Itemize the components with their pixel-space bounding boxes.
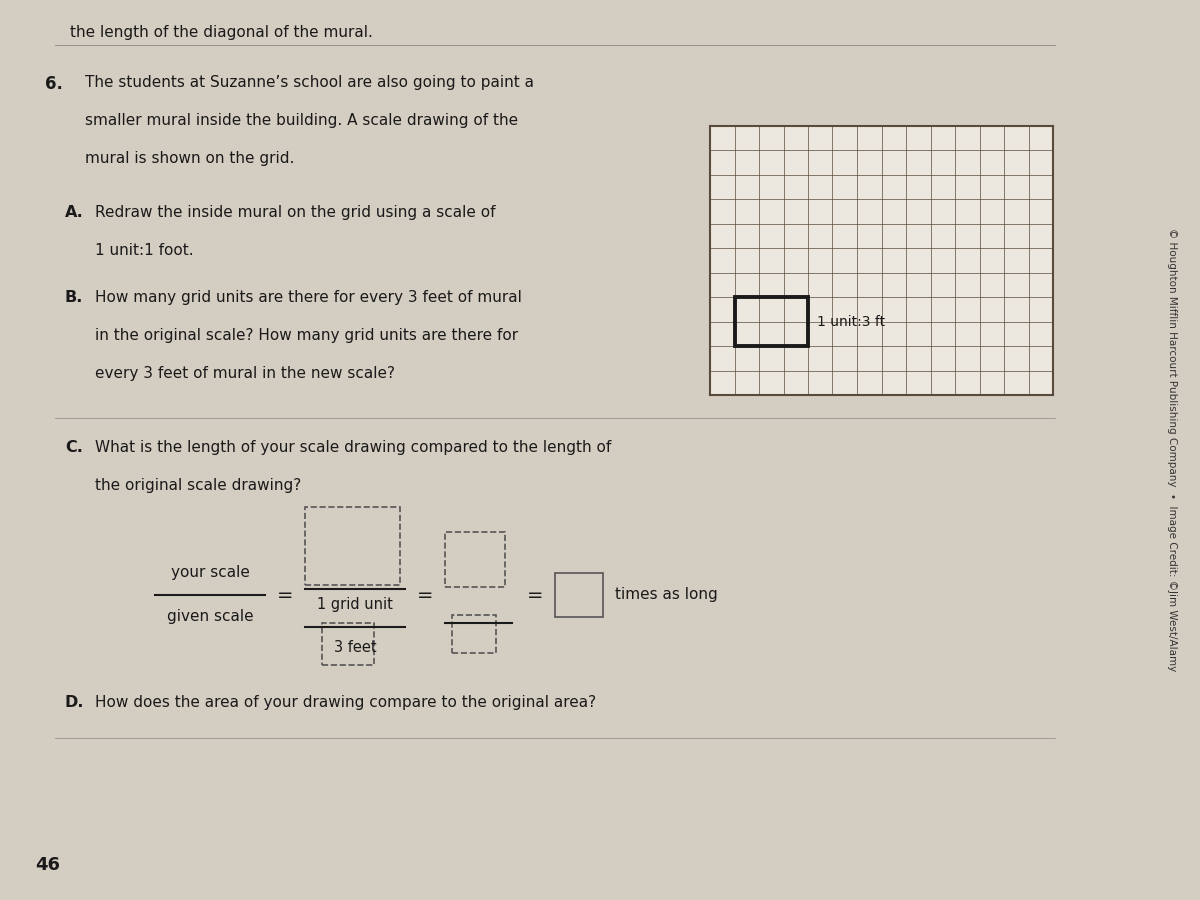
Text: © Houghton Mifflin Harcourt Publishing Company  •  Image Credit: ©Jim West/Alamy: © Houghton Mifflin Harcourt Publishing C…: [1166, 229, 1177, 671]
Text: How many grid units are there for every 3 feet of mural: How many grid units are there for every …: [95, 290, 522, 305]
Text: 1 unit:3 ft: 1 unit:3 ft: [816, 314, 884, 328]
Text: smaller mural inside the building. A scale drawing of the: smaller mural inside the building. A sca…: [85, 113, 518, 128]
Text: 3 feet: 3 feet: [334, 640, 377, 654]
Text: 6.: 6.: [46, 75, 62, 93]
Bar: [305, 507, 400, 585]
Text: =: =: [527, 586, 544, 605]
Text: mural is shown on the grid.: mural is shown on the grid.: [85, 151, 294, 166]
Text: 1 grid unit: 1 grid unit: [317, 598, 392, 613]
Bar: [554, 573, 604, 617]
Text: =: =: [416, 586, 433, 605]
Text: the original scale drawing?: the original scale drawing?: [95, 478, 301, 493]
Text: The students at Suzanne’s school are also going to paint a: The students at Suzanne’s school are als…: [85, 75, 534, 90]
Text: times as long: times as long: [616, 588, 718, 602]
Text: 46: 46: [36, 856, 60, 874]
Text: 1 unit:1 foot.: 1 unit:1 foot.: [95, 243, 193, 258]
Bar: [734, 297, 808, 346]
Text: in the original scale? How many grid units are there for: in the original scale? How many grid uni…: [95, 328, 518, 343]
Text: C.: C.: [65, 440, 83, 455]
Text: What is the length of your scale drawing compared to the length of: What is the length of your scale drawing…: [95, 440, 611, 455]
Text: B.: B.: [65, 290, 83, 305]
Text: A.: A.: [65, 205, 84, 220]
Text: the length of the diagonal of the mural.: the length of the diagonal of the mural.: [70, 24, 373, 40]
Bar: [710, 125, 1054, 395]
Text: every 3 feet of mural in the new scale?: every 3 feet of mural in the new scale?: [95, 366, 395, 381]
Bar: [452, 615, 496, 653]
Text: given scale: given scale: [167, 609, 253, 625]
Text: Redraw the inside mural on the grid using a scale of: Redraw the inside mural on the grid usin…: [95, 205, 496, 220]
Text: How does the area of your drawing compare to the original area?: How does the area of your drawing compar…: [95, 695, 596, 710]
Bar: [322, 623, 374, 665]
Text: D.: D.: [65, 695, 84, 710]
Bar: [445, 532, 505, 587]
Text: =: =: [277, 586, 293, 605]
Text: your scale: your scale: [170, 565, 250, 581]
